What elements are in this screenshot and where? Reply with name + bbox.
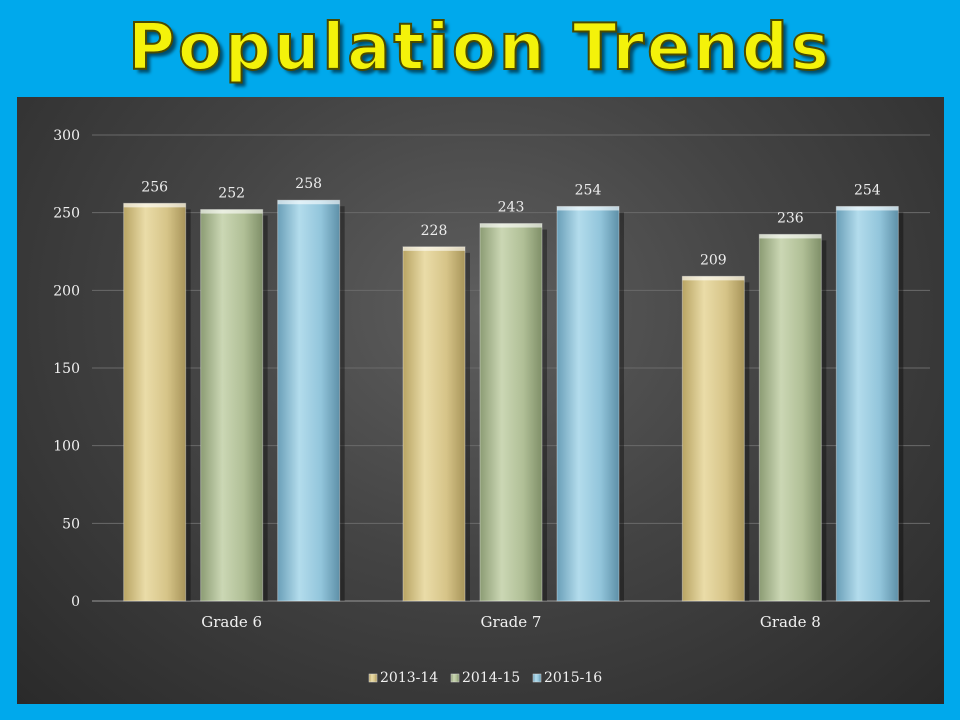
bar-top-highlight <box>759 234 822 239</box>
bar-top-highlight <box>123 203 186 208</box>
legend-swatch <box>532 673 542 683</box>
bar-top-highlight <box>200 209 263 214</box>
x-tick-label: Grade 6 <box>201 613 262 631</box>
data-label: 228 <box>421 223 448 239</box>
data-label: 209 <box>700 252 727 268</box>
bar-top-highlight <box>403 246 465 251</box>
y-tick-label: 150 <box>53 361 80 377</box>
bar <box>556 205 620 602</box>
bar <box>402 246 466 602</box>
bar <box>277 199 341 602</box>
y-tick-label: 50 <box>62 516 80 532</box>
bar <box>479 223 543 602</box>
bar <box>758 233 822 602</box>
data-label: 252 <box>218 186 245 202</box>
y-tick-label: 200 <box>53 283 80 299</box>
chart-panel: 0 50 100 150 200 250 300 256 252 258 Grade 6 228 24… <box>17 97 944 704</box>
data-label: 258 <box>295 176 322 192</box>
data-label: 256 <box>141 179 168 195</box>
y-tick-label: 100 <box>53 439 80 455</box>
data-label: 254 <box>575 182 602 198</box>
data-label: 236 <box>777 210 804 226</box>
data-label: 254 <box>854 182 881 198</box>
bar-top-highlight <box>557 206 619 211</box>
y-tick-label: 300 <box>53 128 80 144</box>
bar-top-highlight <box>277 200 340 205</box>
legend-label: 2015-16 <box>544 670 602 686</box>
bar <box>200 209 264 602</box>
y-tick-label: 250 <box>53 206 80 222</box>
bar <box>123 202 187 602</box>
bar-chart: 0 50 100 150 200 250 300 256 252 258 Grade 6 228 24… <box>53 128 930 686</box>
y-tick-label: 0 <box>71 594 80 610</box>
x-tick-label: Grade 8 <box>760 613 821 631</box>
legend-label: 2014-15 <box>462 670 520 686</box>
bar-top-highlight <box>480 223 542 228</box>
chart-title: Population Trends <box>127 10 832 86</box>
bar-top-highlight <box>836 206 899 211</box>
bar-top-highlight <box>682 276 745 281</box>
legend-label: 2013-14 <box>380 670 438 686</box>
bar <box>681 275 745 602</box>
legend-swatch <box>368 673 378 683</box>
bar <box>835 205 899 602</box>
x-tick-label: Grade 7 <box>481 613 542 631</box>
data-label: 243 <box>498 200 525 216</box>
legend-swatch <box>450 673 460 683</box>
